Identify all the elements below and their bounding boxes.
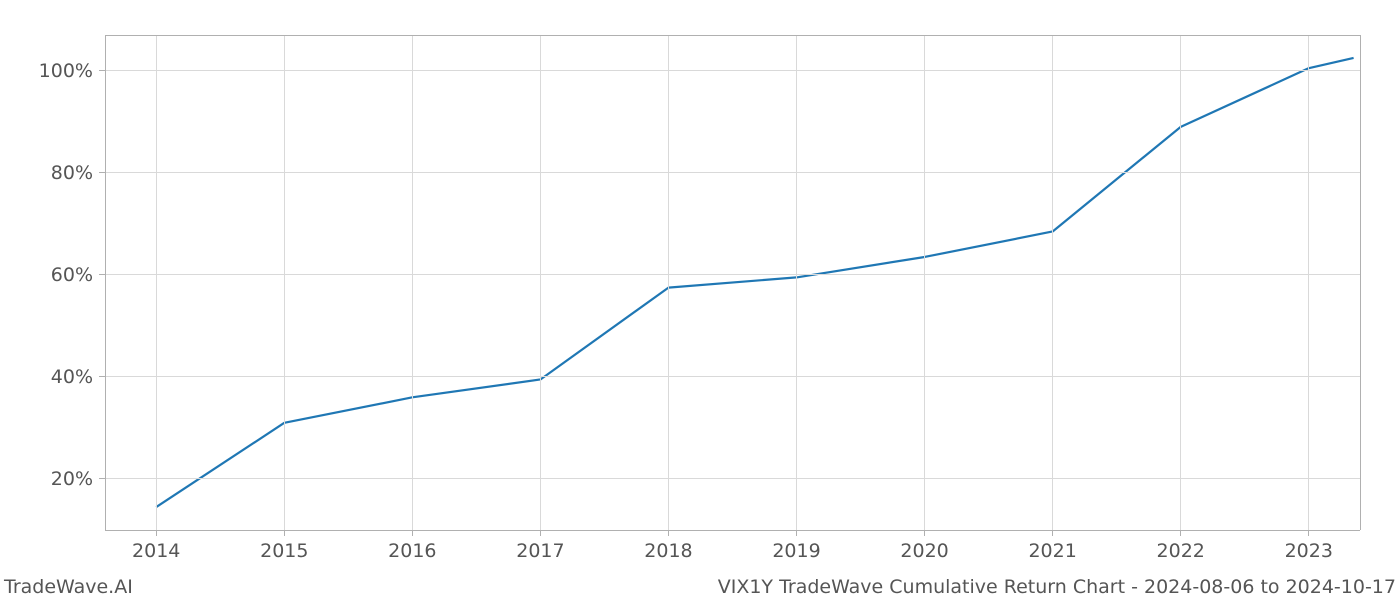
gridline-vertical [156, 35, 157, 530]
x-tick-label: 2014 [132, 540, 180, 562]
x-tick-label: 2022 [1157, 540, 1205, 562]
line-series [0, 0, 1400, 600]
gridline-vertical [1308, 35, 1309, 530]
gridline-vertical [1052, 35, 1053, 530]
x-tick-mark [1308, 530, 1309, 536]
x-tick-label: 2016 [388, 540, 436, 562]
gridline-horizontal [105, 172, 1360, 173]
plot-spine [105, 35, 106, 530]
x-tick-mark [1052, 530, 1053, 536]
plot-spine [105, 530, 1360, 531]
x-tick-label: 2018 [644, 540, 692, 562]
brand-label: TradeWave.AI [4, 576, 133, 598]
x-tick-mark [156, 530, 157, 536]
gridline-vertical [284, 35, 285, 530]
x-tick-mark [540, 530, 541, 536]
x-tick-mark [668, 530, 669, 536]
gridline-vertical [924, 35, 925, 530]
gridline-vertical [540, 35, 541, 530]
x-tick-label: 2023 [1285, 540, 1333, 562]
x-tick-label: 2017 [516, 540, 564, 562]
x-tick-mark [796, 530, 797, 536]
y-tick-label: 20% [51, 468, 93, 490]
chart-caption: VIX1Y TradeWave Cumulative Return Chart … [718, 576, 1396, 598]
y-tick-label: 80% [51, 162, 93, 184]
plot-spine [105, 35, 1360, 36]
x-tick-label: 2021 [1028, 540, 1076, 562]
plot-spine [1360, 35, 1361, 530]
x-tick-label: 2015 [260, 540, 308, 562]
x-tick-mark [924, 530, 925, 536]
y-tick-label: 60% [51, 264, 93, 286]
x-tick-mark [1180, 530, 1181, 536]
gridline-vertical [668, 35, 669, 530]
gridline-horizontal [105, 478, 1360, 479]
gridline-vertical [1180, 35, 1181, 530]
gridline-horizontal [105, 376, 1360, 377]
x-tick-label: 2019 [772, 540, 820, 562]
x-tick-label: 2020 [900, 540, 948, 562]
cumulative-return-chart: 2014 2015 2016 2017 2018 2019 2020 2021 2022 2023… [0, 0, 1400, 600]
gridline-horizontal [105, 70, 1360, 71]
return-line [156, 58, 1353, 507]
y-tick-label: 40% [51, 366, 93, 388]
gridline-vertical [412, 35, 413, 530]
gridline-vertical [796, 35, 797, 530]
gridline-horizontal [105, 274, 1360, 275]
x-tick-mark [284, 530, 285, 536]
x-tick-mark [412, 530, 413, 536]
y-tick-label: 100% [39, 60, 93, 82]
